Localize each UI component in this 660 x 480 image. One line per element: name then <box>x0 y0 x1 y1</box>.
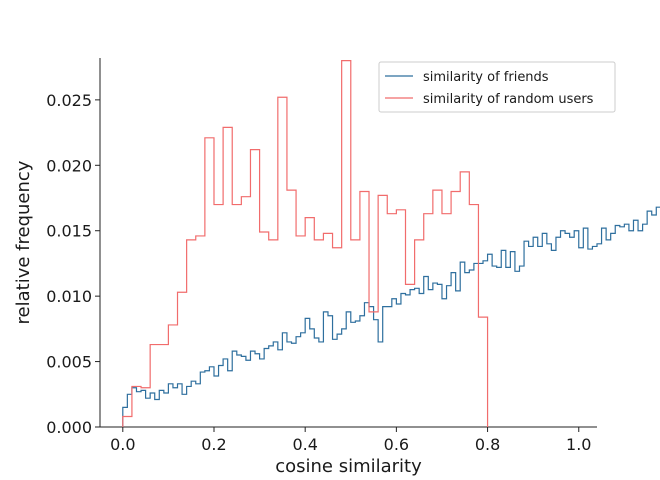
x-axis-label: cosine similarity <box>275 456 422 477</box>
y-tick-label: 0.015 <box>46 222 92 241</box>
y-ticks: 0.000 0.005 0.010 0.015 0.020 0.025 <box>46 91 100 437</box>
x-tick-label: 0.8 <box>475 435 500 454</box>
y-tick-label: 0.025 <box>46 91 92 110</box>
legend-label-random-users: similarity of random users <box>423 92 594 107</box>
legend: similarity of friends similarity of rand… <box>378 61 616 113</box>
plot-area: 0.0 0.2 0.4 0.6 0.8 1.0 0.0000.0050.0100.0150… <box>46 58 660 454</box>
series-layer <box>122 60 660 427</box>
x-tick-label: 0.6 <box>384 435 409 454</box>
y-tick-label: 0.005 <box>46 353 92 372</box>
x-tick-label: 0.4 <box>292 435 317 454</box>
x-tick-label: 0.2 <box>201 435 226 454</box>
y-tick-label: 0.000 <box>46 418 92 437</box>
legend-box <box>378 61 616 113</box>
series-friends-step <box>122 206 660 427</box>
x-tick-label: 0.0 <box>110 435 135 454</box>
y-tick-label: 0.020 <box>46 156 92 175</box>
y-axis-label: relative frequency <box>13 160 34 324</box>
x-ticks: 0.0 0.2 0.4 0.6 0.8 1.0 <box>110 427 591 454</box>
y-tick-label: 0.010 <box>46 287 92 306</box>
series-random-users-step <box>122 60 489 427</box>
x-tick-label: 1.0 <box>566 435 591 454</box>
legend-label-friends: similarity of friends <box>423 70 549 85</box>
